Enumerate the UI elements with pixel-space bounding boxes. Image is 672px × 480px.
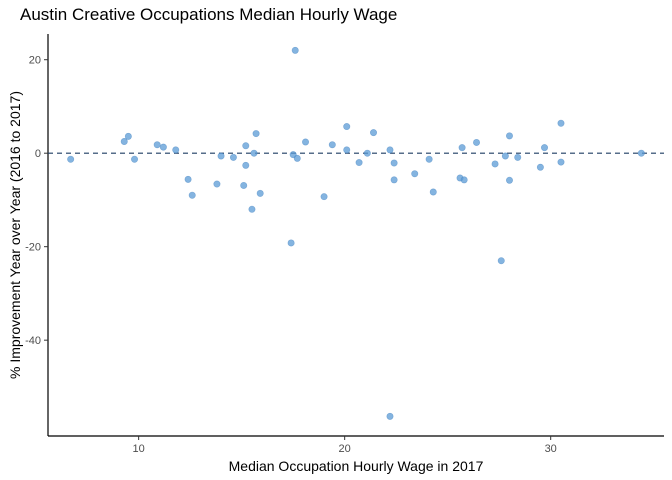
- data-point: [541, 144, 549, 152]
- y-tick-label: 20: [29, 55, 41, 67]
- data-point: [256, 189, 264, 197]
- data-point: [172, 146, 180, 154]
- data-point: [248, 205, 256, 213]
- data-point: [514, 153, 522, 161]
- data-point: [501, 152, 509, 160]
- data-point: [240, 181, 248, 189]
- data-point: [242, 142, 250, 150]
- data-point: [473, 138, 481, 146]
- y-tick-label: -40: [25, 335, 41, 347]
- y-axis-label: % Improvement Year over Year (2016 to 20…: [7, 91, 23, 379]
- x-tick-label: 10: [133, 443, 145, 455]
- data-point: [328, 141, 336, 149]
- data-point: [242, 161, 250, 169]
- data-point: [343, 123, 351, 131]
- data-point: [429, 188, 437, 196]
- data-point: [252, 130, 260, 138]
- data-point: [536, 163, 544, 171]
- data-point: [497, 257, 505, 265]
- data-point: [355, 159, 363, 167]
- data-point: [188, 191, 196, 199]
- data-point: [293, 154, 301, 162]
- data-point: [390, 176, 398, 184]
- data-point: [505, 132, 513, 140]
- data-point: [229, 153, 237, 161]
- data-point: [363, 149, 371, 157]
- x-tick-label: 30: [545, 443, 557, 455]
- data-point: [411, 170, 419, 178]
- data-point: [213, 180, 221, 188]
- data-point: [67, 155, 75, 163]
- data-point: [460, 176, 468, 184]
- data-point: [153, 141, 161, 149]
- data-point: [390, 159, 398, 167]
- data-point: [217, 152, 225, 160]
- data-point: [320, 193, 328, 201]
- data-point: [386, 146, 394, 154]
- x-tick-label: 20: [339, 443, 351, 455]
- data-point: [120, 138, 128, 146]
- y-tick-label: 0: [35, 148, 41, 160]
- y-tick-label: -20: [25, 242, 41, 254]
- data-point: [557, 119, 565, 127]
- data-point: [458, 144, 466, 152]
- data-point: [184, 175, 192, 183]
- data-point: [370, 129, 378, 137]
- data-point: [425, 155, 433, 163]
- data-point: [302, 138, 310, 146]
- data-point: [386, 412, 394, 420]
- data-point: [637, 149, 645, 157]
- data-point: [131, 155, 139, 163]
- data-point: [124, 132, 132, 140]
- x-axis-label: Median Occupation Hourly Wage in 2017: [229, 458, 484, 474]
- chart-title: Austin Creative Occupations Median Hourl…: [20, 5, 397, 24]
- plot-area: 10 20 30 20 0 -20 -40: [25, 34, 664, 455]
- data-point: [505, 176, 513, 184]
- data-point: [287, 239, 295, 247]
- data-point: [557, 158, 565, 166]
- data-point: [159, 143, 167, 151]
- data-point: [291, 46, 299, 54]
- data-point: [250, 149, 258, 157]
- data-point: [491, 160, 499, 168]
- data-point: [343, 146, 351, 154]
